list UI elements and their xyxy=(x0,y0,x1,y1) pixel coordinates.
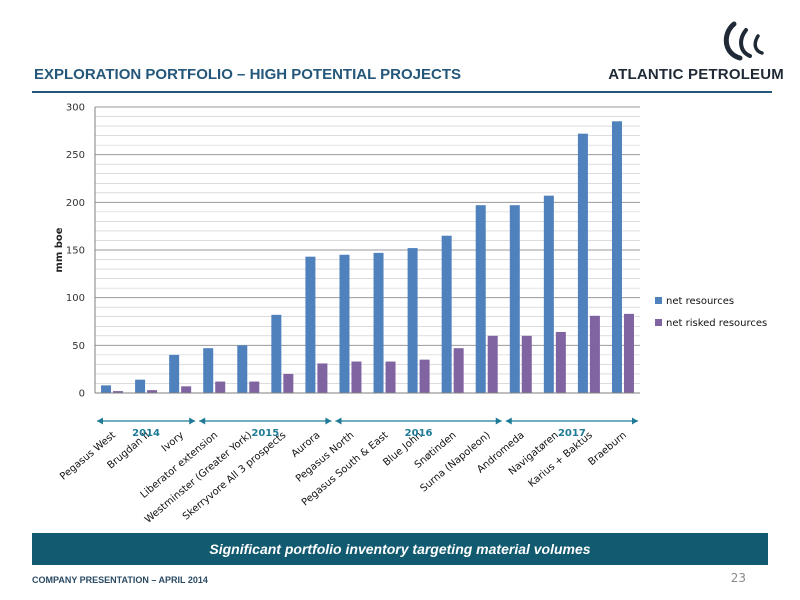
bar-net-risked-resources xyxy=(317,363,328,393)
bar-net-resources xyxy=(543,195,554,393)
bar-net-resources xyxy=(407,248,418,393)
year-group-label: 2017 xyxy=(558,428,586,439)
y-axis-title: mm boe xyxy=(54,227,65,272)
category-label: Ivory xyxy=(160,430,186,455)
y-tick-label: 200 xyxy=(66,198,85,209)
category-label: Braeburn xyxy=(586,430,628,468)
legend-swatch xyxy=(655,297,662,304)
year-arrowhead-left xyxy=(505,417,512,425)
y-tick-label: 0 xyxy=(79,389,85,400)
page-title: EXPLORATION PORTFOLIO – HIGH POTENTIAL P… xyxy=(34,66,461,83)
bar-net-risked-resources xyxy=(589,315,600,393)
bar-net-resources xyxy=(373,252,384,393)
legend-label: net risked resources xyxy=(666,318,767,329)
legend-label: net resources xyxy=(666,296,734,307)
bar-net-resources xyxy=(101,385,112,393)
bar-net-risked-resources xyxy=(215,381,226,393)
bar-net-risked-resources xyxy=(521,335,532,393)
year-arrowhead-left xyxy=(199,417,206,425)
y-tick-label: 100 xyxy=(66,293,85,304)
bar-net-resources xyxy=(339,254,350,393)
bar-net-resources xyxy=(509,205,520,393)
year-arrowhead-left xyxy=(97,417,103,425)
bar-net-resources xyxy=(577,133,588,393)
bar-net-resources xyxy=(169,354,180,393)
title-divider xyxy=(32,91,772,93)
y-tick-label: 300 xyxy=(66,103,85,114)
bar-net-risked-resources xyxy=(419,359,430,393)
y-tick-label: 250 xyxy=(66,150,85,161)
bar-net-resources xyxy=(237,345,248,393)
y-tick-label: 50 xyxy=(72,341,85,352)
bar-net-risked-resources xyxy=(283,373,294,393)
y-tick-label: 150 xyxy=(66,246,85,257)
year-arrowhead-right xyxy=(632,417,638,425)
year-arrowhead-right xyxy=(325,417,332,425)
bar-net-resources xyxy=(475,205,486,393)
bar-net-resources xyxy=(611,121,622,394)
bar-net-resources xyxy=(441,235,452,393)
page-number: 23 xyxy=(730,571,746,585)
bar-net-risked-resources xyxy=(385,361,396,393)
year-arrowhead-right xyxy=(189,417,196,425)
bar-net-resources xyxy=(305,256,316,393)
year-arrowhead-left xyxy=(335,417,342,425)
summary-banner: Significant portfolio inventory targetin… xyxy=(32,533,768,565)
year-arrowhead-right xyxy=(495,417,502,425)
bar-net-risked-resources xyxy=(181,386,192,393)
bar-net-risked-resources xyxy=(453,348,464,393)
year-group-label: 2014 xyxy=(132,428,160,439)
company-logo-icon xyxy=(723,21,764,61)
category-label: Pegasus West xyxy=(58,430,118,483)
bar-net-resources xyxy=(271,314,282,393)
company-name: ATLANTIC PETROLEUM xyxy=(608,66,784,83)
bar-net-risked-resources xyxy=(113,391,124,393)
category-label: Aurora xyxy=(290,430,323,460)
year-group-label: 2016 xyxy=(405,428,433,439)
bar-net-risked-resources xyxy=(623,313,634,393)
bar-net-risked-resources xyxy=(555,331,566,393)
bar-net-risked-resources xyxy=(351,361,362,393)
bar-net-risked-resources xyxy=(147,390,158,393)
bar-net-risked-resources xyxy=(487,335,498,393)
year-group-label: 2015 xyxy=(251,428,279,439)
bar-net-risked-resources xyxy=(249,381,260,393)
footer-presentation: COMPANY PRESENTATION – APRIL 2014 xyxy=(32,575,208,585)
bar-net-resources xyxy=(203,348,214,393)
category-label: Pegasus North xyxy=(294,430,356,485)
legend-swatch xyxy=(655,319,662,326)
bar-net-resources xyxy=(135,379,146,393)
